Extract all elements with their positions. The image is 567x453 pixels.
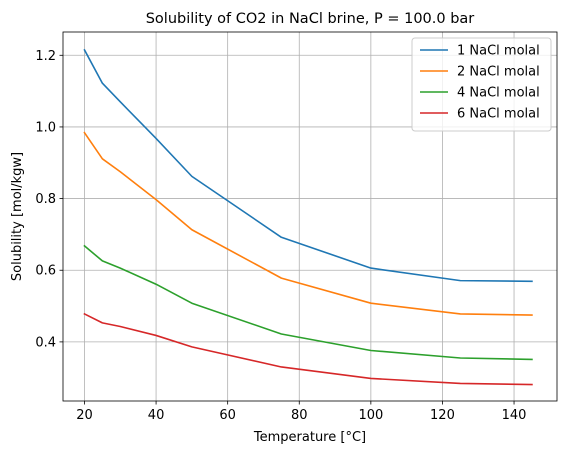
x-tick-label: 20 <box>76 408 93 423</box>
series-layer <box>83 48 533 386</box>
x-tick-label: 80 <box>291 408 308 423</box>
x-tick-label: 40 <box>148 408 165 423</box>
legend-label: 6 NaCl molal <box>457 107 540 122</box>
y-tick-label: 1.2 <box>35 49 56 64</box>
plot-frame <box>62 31 558 402</box>
legend-label: 2 NaCl molal <box>457 65 540 80</box>
series-line-1 <box>83 48 533 283</box>
series-line-3 <box>83 244 533 361</box>
x-tick-label: 120 <box>430 408 455 423</box>
legend: 1 NaCl molal 2 NaCl molal 4 NaCl molal 6 Na… <box>411 37 552 132</box>
chart-title: Solubility of CO2 in NaCl brine, P = 100… <box>146 11 475 27</box>
legend-label: 1 NaCl molal <box>457 44 540 59</box>
y-tick-label: 0.6 <box>35 264 56 279</box>
x-tick-label: 60 <box>219 408 236 423</box>
series-line-2 <box>83 131 533 316</box>
y-tick-label: 0.4 <box>35 335 56 350</box>
y-tick-label: 1.0 <box>35 120 56 135</box>
ticks-layer: 20 40 60 80 100 120 140 0.4 0.6 0.8 1.0 1.2 <box>35 49 526 423</box>
y-axis-label: Solubility [mol/kgw] <box>10 152 25 281</box>
legend-label: 4 NaCl molal <box>457 86 540 101</box>
series-line-4 <box>83 312 533 386</box>
x-axis-label: Temperature [°C] <box>253 430 366 445</box>
x-tick-label: 140 <box>502 408 527 423</box>
legend-box <box>411 37 552 132</box>
x-tick-label: 100 <box>358 408 383 423</box>
y-tick-label: 0.8 <box>35 192 56 207</box>
